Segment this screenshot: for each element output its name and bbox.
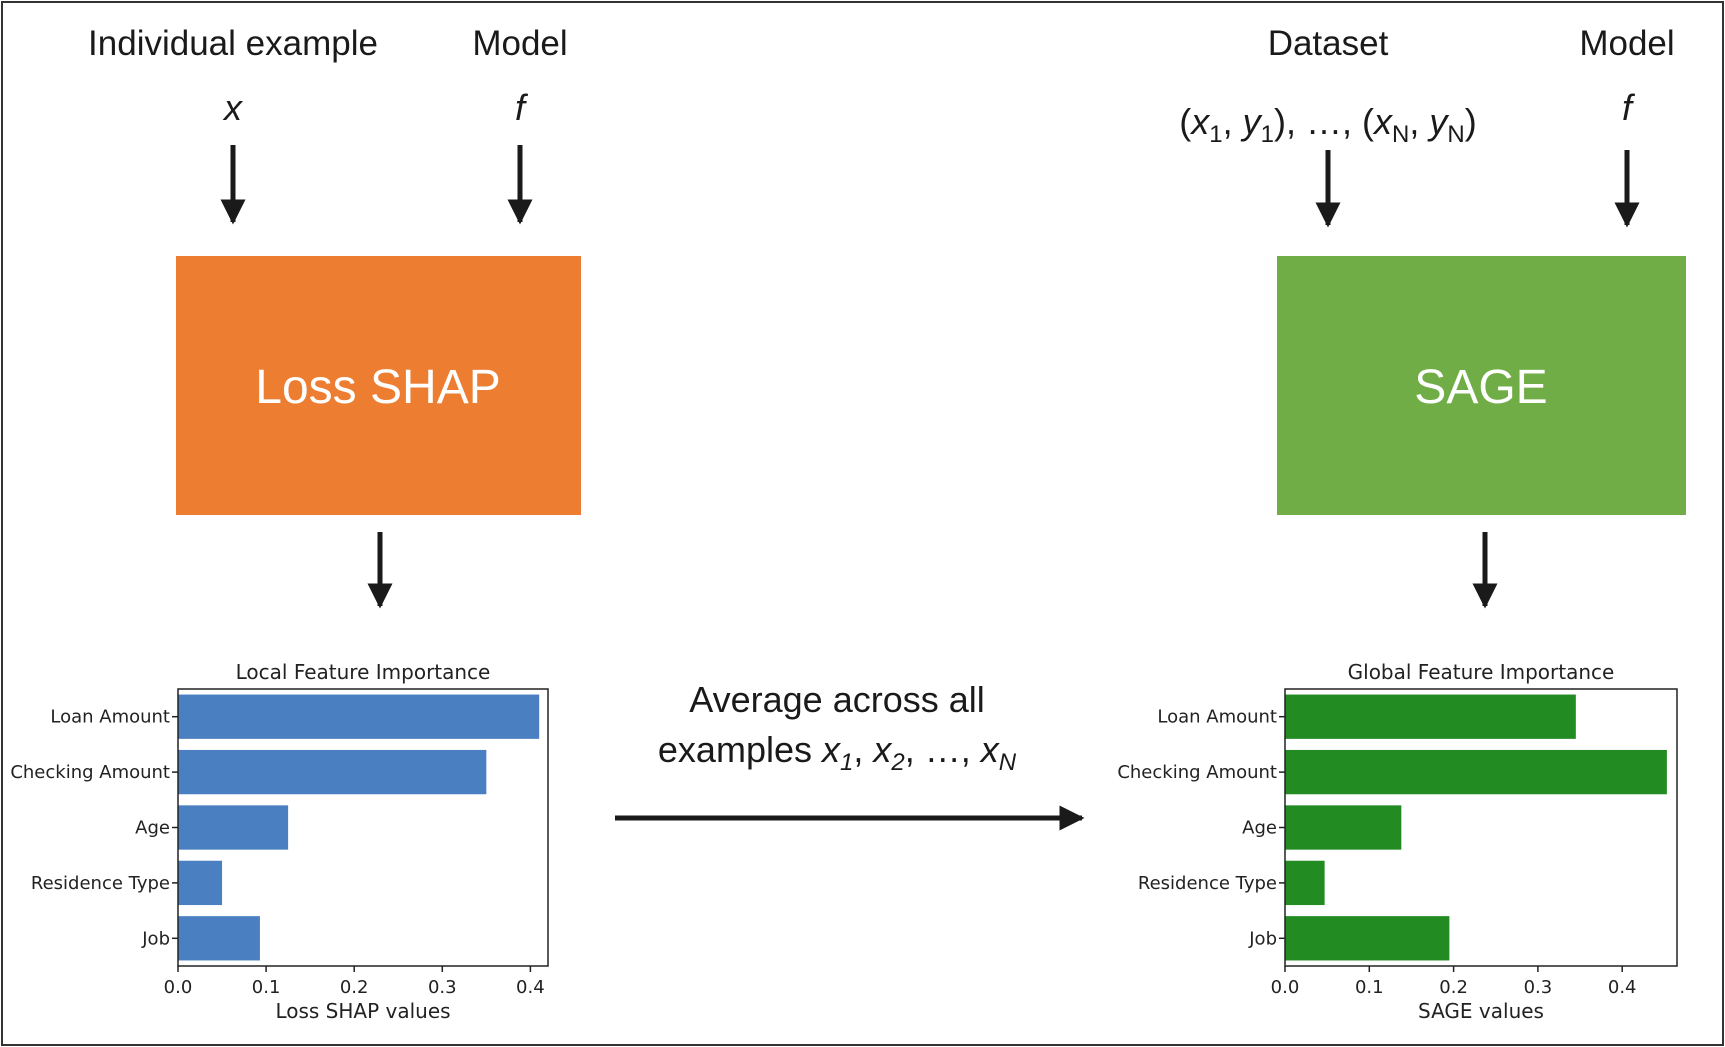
local-category-label-0: Loan Amount — [50, 707, 170, 728]
right-model-label: Model — [1579, 24, 1674, 63]
local-bar-1 — [178, 749, 487, 795]
global-xtick-label-3: 0.3 — [1524, 977, 1553, 998]
global-bar-3 — [1285, 860, 1325, 906]
local-xtick-label-2: 0.2 — [340, 977, 369, 998]
individual-example-label: Individual example — [88, 24, 378, 63]
dataset-tuple: (x1, y1), …, (xN, yN) — [1179, 101, 1476, 148]
local-xtick-label-3: 0.3 — [428, 977, 457, 998]
global-xtick-label-1: 0.1 — [1355, 977, 1384, 998]
local-feature-importance-chart: Loan Amount Checking Amount Age Residence T… — [10, 707, 170, 950]
left-model-label: Model — [472, 24, 567, 63]
global-xlabel: SAGE values — [1418, 999, 1544, 1023]
local-chart-title: Local Feature Importance — [236, 660, 491, 684]
global-category-label-1: Checking Amount — [1117, 762, 1277, 783]
global-category-label-0: Loan Amount — [1157, 707, 1277, 728]
right-f-symbol: f — [1622, 87, 1636, 128]
local-bar-4 — [178, 916, 260, 961]
global-plot-frame — [1284, 688, 1678, 967]
global-bar-0 — [1285, 694, 1576, 739]
global-xtick-label-2: 0.2 — [1439, 977, 1468, 998]
loss-shap-box — [176, 256, 581, 515]
sage-label: SAGE — [1414, 361, 1547, 414]
loss-shap-label: Loss SHAP — [255, 361, 500, 414]
local-xtick-label-1: 0.1 — [252, 977, 281, 998]
global-category-label-2: Age — [1242, 818, 1277, 839]
local-xtick-label-4: 0.4 — [516, 977, 545, 998]
average-line1: Average across all — [689, 679, 985, 720]
global-bar-4 — [1285, 916, 1450, 961]
global-xtick-label-0: 0.0 — [1271, 977, 1300, 998]
local-xtick-label-0: 0.0 — [164, 977, 193, 998]
local-category-label-1: Checking Amount — [10, 762, 170, 783]
left-f-symbol: f — [515, 87, 529, 128]
global-category-label-4: Job — [1248, 928, 1277, 949]
local-plot-frame — [177, 688, 549, 967]
local-bar-2 — [178, 805, 289, 850]
global-bar-1 — [1285, 749, 1667, 795]
average-line2: examples x1, x2, …, xN — [658, 729, 1017, 776]
local-category-label-4: Job — [141, 928, 170, 949]
global-feature-importance-chart: Global Feature Importance Loan Amount Chec… — [1117, 660, 1678, 1023]
global-xtick-label-4: 0.4 — [1608, 977, 1637, 998]
local-bar-0 — [178, 694, 540, 739]
x-symbol: x — [222, 87, 244, 128]
global-chart-title: Global Feature Importance — [1348, 660, 1615, 684]
sage-box — [1277, 256, 1686, 515]
global-category-label-3: Residence Type — [1138, 873, 1277, 894]
local-bar-3 — [178, 860, 223, 906]
local-category-label-3: Residence Type — [31, 873, 170, 894]
local-xlabel: Loss SHAP values — [275, 999, 450, 1023]
local-category-label-2: Age — [135, 818, 170, 839]
dataset-label: Dataset — [1268, 24, 1389, 63]
global-bar-2 — [1285, 805, 1402, 850]
local-chart-axes: Local Feature Importance 0.0 0.1 0.2 0.3 0.4 L… — [164, 660, 549, 1023]
